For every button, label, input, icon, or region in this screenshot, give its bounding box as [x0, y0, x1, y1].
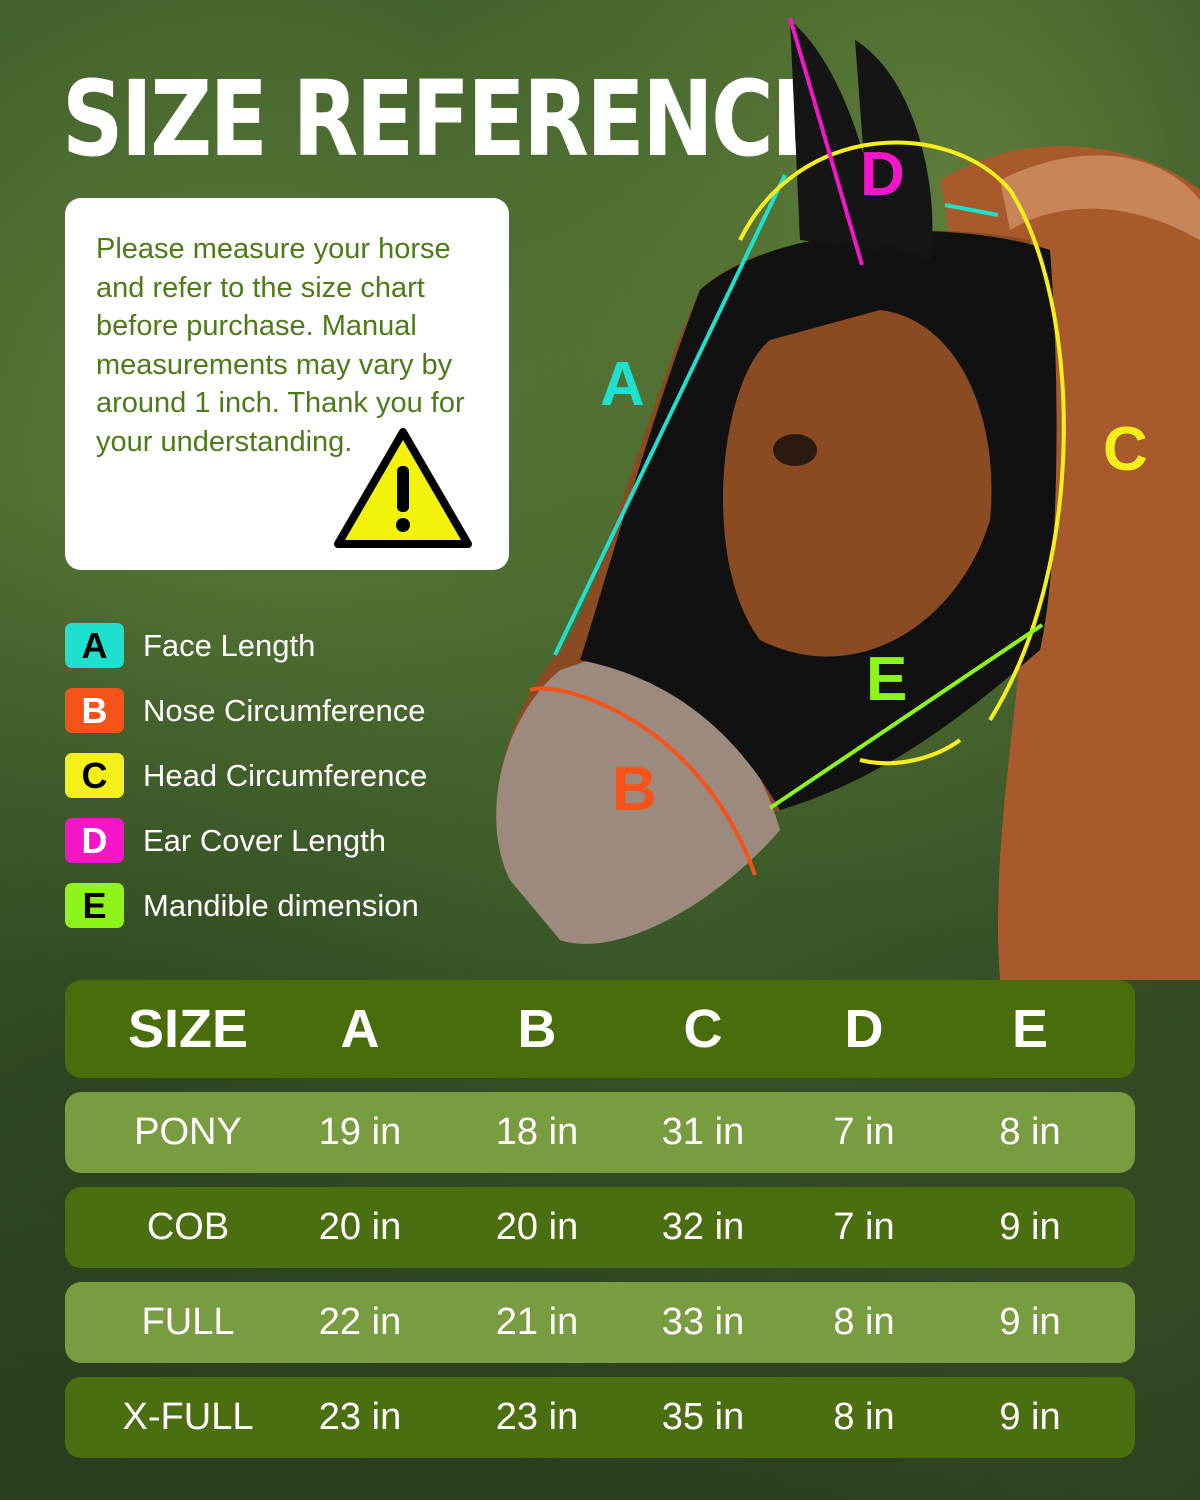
column-header: D [844, 999, 884, 1059]
ear-cover-right [855, 40, 933, 260]
badge-e: E [65, 883, 124, 928]
column-header: B [517, 999, 557, 1059]
badge-c: C [65, 753, 124, 798]
badge-b: B [65, 688, 124, 733]
column-header: A [340, 999, 380, 1059]
horse-diagram: A B C D E [496, 17, 1200, 980]
badge-d: D [65, 818, 124, 863]
legend-item-b: B Nose Circumference [65, 678, 427, 743]
label-a: A [600, 350, 645, 419]
table-cell: 32 in [661, 1206, 745, 1248]
table-cell: X-FULL [122, 1396, 254, 1438]
badge-a: A [65, 623, 124, 668]
table-cell: 33 in [661, 1301, 745, 1343]
legend-label: Head Circumference [143, 757, 428, 793]
column-header: SIZE [127, 999, 249, 1059]
label-c: C [1103, 415, 1148, 484]
table-cell: 9 in [999, 1396, 1061, 1438]
label-b: B [612, 755, 657, 824]
legend-label: Nose Circumference [143, 692, 426, 728]
legend-item-c: C Head Circumference [65, 743, 427, 808]
table-cell: 23 in [495, 1396, 579, 1438]
legend-item-d: D Ear Cover Length [65, 808, 427, 873]
horse-muzzle [496, 650, 780, 944]
table-cell: 7 in [833, 1111, 895, 1153]
legend-item-e: E Mandible dimension [65, 873, 427, 938]
fly-mask [580, 230, 1057, 810]
notice-text: Please measure your horse and refer to t… [96, 233, 465, 458]
label-e: E [866, 645, 907, 714]
table-cell: FULL [141, 1301, 235, 1343]
table-cell: 20 in [318, 1206, 402, 1248]
table-cell: 9 in [999, 1301, 1061, 1343]
table-cell: 20 in [495, 1206, 579, 1248]
table-cell: 19 in [318, 1111, 402, 1153]
table-cell: 9 in [999, 1206, 1061, 1248]
table-cell: PONY [134, 1111, 242, 1153]
table-row: FULL 22 in 21 in 33 in 8 in 9 in [65, 1282, 1135, 1363]
table-cell: 8 in [833, 1301, 895, 1343]
ear-cover-left [790, 20, 880, 250]
legend-item-a: A Face Length [65, 613, 427, 678]
table-cell: COB [146, 1206, 230, 1248]
column-header: C [683, 999, 723, 1059]
table-row: X-FULL 23 in 23 in 35 in 8 in 9 in [65, 1377, 1135, 1458]
column-header: E [1011, 999, 1049, 1059]
table-row: COB 20 in 20 in 32 in 7 in 9 in [65, 1187, 1135, 1268]
legend: A Face Length B Nose Circumference C Head C… [65, 613, 427, 938]
label-d: D [860, 140, 905, 209]
table-cell: 7 in [833, 1206, 895, 1248]
table-cell: 35 in [661, 1396, 745, 1438]
table-cell: 8 in [833, 1396, 895, 1438]
table-cell: 18 in [495, 1111, 579, 1153]
table-cell: 23 in [318, 1396, 402, 1438]
page-title: SIZE REFERENCE [62, 58, 830, 180]
legend-label: Ear Cover Length [143, 822, 386, 858]
horse-eye [773, 434, 817, 466]
table-cell: 22 in [318, 1301, 402, 1343]
legend-label: Face Length [143, 627, 316, 663]
table-cell: 31 in [661, 1111, 745, 1153]
table-row: PONY 19 in 18 in 31 in 7 in 8 in [65, 1092, 1135, 1173]
table-header: SIZE A B C D E [65, 980, 1135, 1078]
horse-mane [1000, 155, 1200, 240]
table-cell: 21 in [495, 1301, 579, 1343]
warning-triangle-icon [334, 428, 472, 548]
table-cell: 8 in [999, 1111, 1061, 1153]
legend-label: Mandible dimension [143, 887, 419, 923]
